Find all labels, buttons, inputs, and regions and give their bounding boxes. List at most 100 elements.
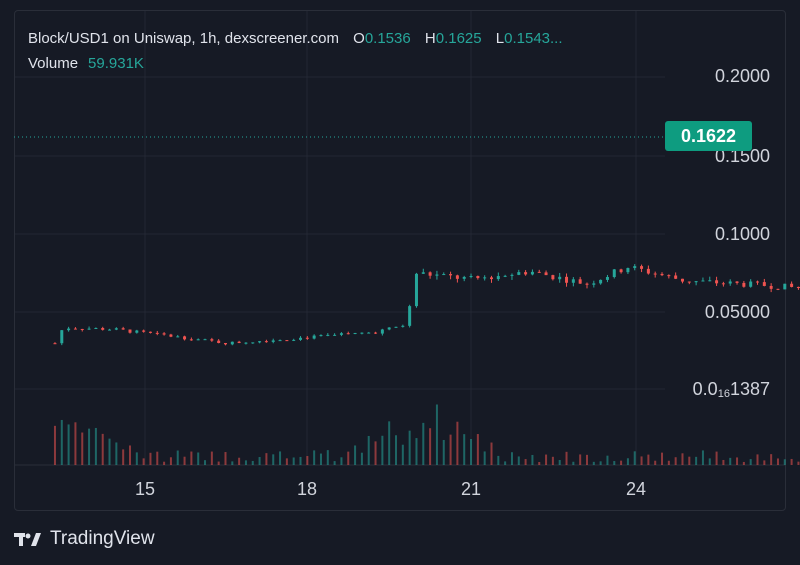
- candle-body: [244, 342, 248, 344]
- candle-body: [312, 335, 316, 339]
- volume-bar: [67, 424, 70, 465]
- candle-body: [148, 331, 152, 333]
- volume-bar: [176, 450, 179, 465]
- volume-bar: [790, 458, 793, 465]
- candle-body: [455, 275, 459, 279]
- volume-bar: [435, 404, 438, 465]
- volume-bar: [729, 457, 732, 465]
- candle-body: [715, 280, 719, 284]
- volume-bar: [347, 451, 350, 465]
- volume-bar: [108, 438, 111, 465]
- volume-bar: [776, 458, 779, 465]
- candle-body: [128, 329, 132, 333]
- tradingview-logo[interactable]: TradingView: [14, 528, 155, 550]
- volume-bar: [122, 449, 125, 465]
- candle-body: [619, 269, 623, 273]
- candle-body: [544, 272, 548, 276]
- candle-body: [271, 340, 275, 342]
- volume-bar: [722, 459, 725, 465]
- candle-body: [790, 283, 794, 287]
- candle-body: [735, 281, 739, 283]
- candle-body: [292, 339, 296, 341]
- candle-body: [571, 279, 575, 283]
- volume-bar: [388, 421, 391, 465]
- candle-body: [278, 340, 282, 342]
- tradingview-logo-icon: [14, 533, 41, 546]
- volume-bar: [661, 452, 664, 465]
- volume-bar: [333, 461, 336, 465]
- volume-bar: [299, 456, 302, 465]
- candle-body: [237, 341, 241, 344]
- volume-bar: [756, 454, 759, 465]
- volume-bar: [183, 456, 186, 465]
- candle-body: [319, 335, 323, 337]
- volume-bar: [381, 435, 384, 465]
- candle-body: [114, 328, 118, 330]
- candle-body: [756, 281, 760, 283]
- candle-body: [421, 272, 425, 274]
- volume-bar: [442, 439, 445, 465]
- candle-body: [155, 332, 159, 334]
- volume-bar: [60, 419, 63, 465]
- volume-bar: [654, 460, 657, 465]
- candle-body: [646, 268, 650, 274]
- candle-body: [108, 329, 112, 331]
- candle-body: [626, 268, 630, 273]
- x-tick-label: 21: [460, 479, 482, 499]
- volume-bar: [497, 455, 500, 465]
- y-tick-label: 0.1500: [714, 146, 770, 166]
- volume-bar: [238, 457, 241, 465]
- candle-body: [551, 275, 555, 280]
- volume-bar: [681, 453, 684, 465]
- volume-bar: [163, 461, 166, 465]
- candle-body: [449, 274, 453, 276]
- volume-bar: [538, 461, 541, 465]
- candle-body: [73, 328, 77, 330]
- volume-bar: [585, 454, 588, 465]
- candle-body: [524, 272, 528, 275]
- candle-body: [530, 271, 534, 275]
- volume-bar: [415, 438, 418, 465]
- candle-body: [565, 276, 569, 283]
- candle-body: [169, 334, 173, 337]
- volume-bar: [449, 434, 452, 465]
- candle-body: [67, 328, 71, 331]
- open-value: 0.1536: [364, 30, 411, 47]
- candle-body: [353, 332, 357, 334]
- candle-body: [230, 341, 234, 345]
- volume-bar: [74, 422, 77, 465]
- volume-bar: [360, 452, 363, 465]
- pair-title: Block/USD1 on Uniswap, 1h, dexscreener.c…: [28, 30, 339, 47]
- volume-value: 59.931K: [88, 55, 144, 72]
- volume-bar: [736, 457, 739, 465]
- volume-bar: [217, 461, 220, 465]
- volume-bar: [429, 428, 432, 465]
- volume-bar: [463, 434, 466, 465]
- volume-bar: [545, 454, 548, 465]
- volume-bar: [695, 456, 698, 465]
- candle-body: [769, 285, 773, 289]
- volume-bar: [633, 451, 636, 465]
- volume-bar: [715, 451, 718, 465]
- volume-bar: [306, 456, 309, 465]
- candle-body: [762, 282, 766, 286]
- volume-bar: [510, 452, 513, 465]
- candle-body: [503, 275, 507, 277]
- volume-bar: [272, 454, 275, 465]
- volume-bar: [326, 450, 329, 465]
- volume-bar: [156, 451, 159, 465]
- candle-body: [687, 281, 691, 283]
- candle-body: [694, 281, 698, 283]
- candle-body: [796, 286, 800, 289]
- candle-body: [223, 343, 227, 345]
- volume-bar: [224, 452, 227, 465]
- volume-label: Volume: [28, 55, 79, 72]
- candle-body: [87, 328, 91, 330]
- volume-bar: [674, 457, 677, 465]
- volume-bar: [667, 460, 670, 465]
- candle-body: [728, 281, 732, 284]
- candle-body: [339, 333, 343, 335]
- volume-bar: [647, 454, 650, 465]
- candle-body: [653, 273, 657, 275]
